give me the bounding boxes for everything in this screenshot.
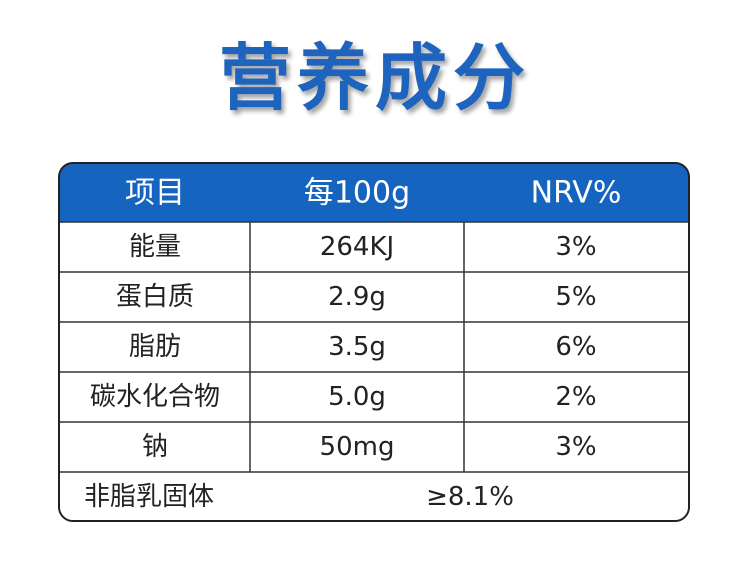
cell: 蛋白质 [116,282,194,312]
cell: 264KJ [320,232,394,262]
header-cell: 项目 [125,176,185,211]
cell: 钠 [142,432,168,462]
footer-value: ≥8.1% [426,482,514,512]
header-cell: NRV% [531,176,622,211]
cell: 50mg [320,432,395,462]
header-cell: 每100g [304,176,410,211]
table-border [58,162,690,522]
cell: 5.0g [328,382,386,412]
cell: 3.5g [328,332,386,362]
table-body [59,163,689,222]
cell: 6% [555,332,596,362]
cell: 2.9g [328,282,386,312]
footer-label: 非脂乳固体 [84,482,214,512]
cell: 脂肪 [129,332,181,362]
cell: 3% [555,432,596,462]
title: 营养成分 [218,36,531,120]
cell: 5% [555,282,596,312]
cell: 能量 [129,232,181,262]
cell: 3% [555,232,596,262]
cell: 2% [555,382,596,412]
cell: 碳水化合物 [90,382,220,412]
header-background [59,163,689,222]
